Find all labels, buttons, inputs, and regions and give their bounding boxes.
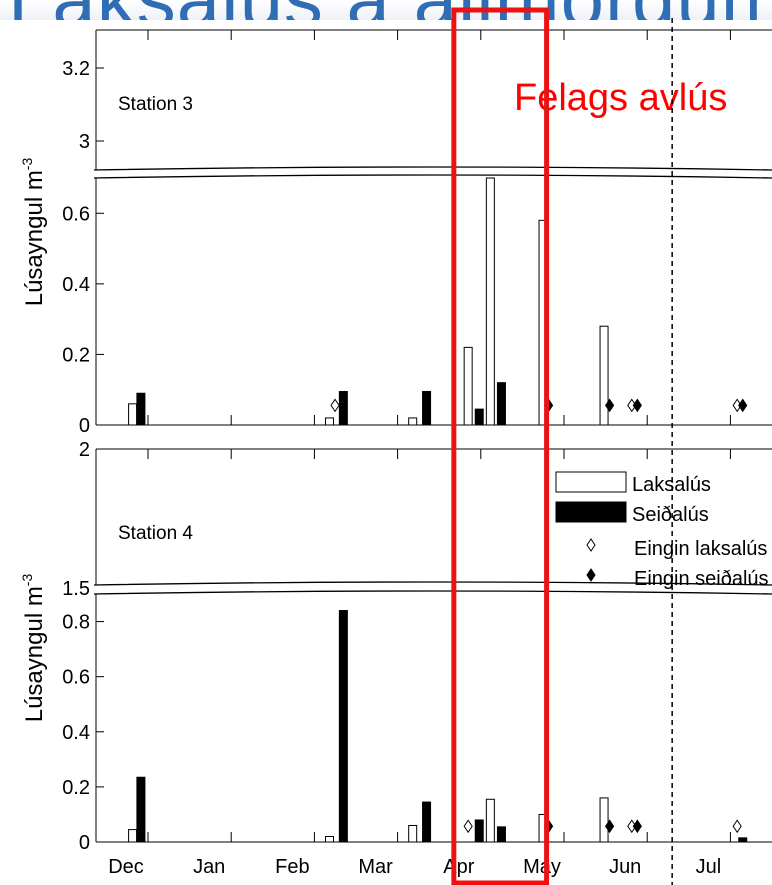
marker-eingin-laksalus	[463, 819, 473, 834]
bar-laksalus	[599, 325, 609, 426]
y-tick-label: 2	[79, 439, 90, 461]
bar-laksalus	[324, 835, 334, 843]
marker-eingin-laksalus	[330, 398, 340, 413]
bar-laksalus	[485, 798, 495, 843]
x-tick-label: Jul	[696, 856, 722, 878]
axis-break-gap	[94, 585, 772, 594]
marker-eingin-seidalus	[604, 819, 615, 834]
y-axis-label-main: Lúsayngul m	[21, 586, 48, 722]
axis-break-line	[93, 174, 772, 179]
y-tick-label: 0.8	[62, 612, 90, 634]
bar-laksalus	[324, 417, 334, 426]
panel-station-3: 0 0.2 0.4 0.6 3 3.2 Station 3 Lúsayngul m-3 Fela…	[19, 29, 772, 437]
y-axis-label: Lúsayngul m-3	[19, 574, 48, 723]
legend-swatch-seidalus	[555, 501, 627, 523]
panel-label: Station 4	[118, 523, 193, 544]
legend-label: Seiðalús	[632, 504, 709, 526]
y-tick-label: 0.2	[62, 777, 90, 799]
bar-seidalus	[496, 826, 506, 843]
legend-marker-eingin-seidalus	[586, 568, 596, 582]
bar-seidalus	[136, 392, 146, 426]
x-tick-label: Dec	[108, 856, 144, 878]
axis-break-line	[93, 590, 772, 595]
marker-eingin-seidalus	[632, 819, 642, 834]
y-axis-label-sup: -3	[19, 158, 35, 171]
x-tick-label: Mar	[358, 856, 393, 878]
bar-laksalus	[485, 177, 495, 426]
bar-laksalus	[408, 417, 418, 426]
y-tick-label: 0.6	[62, 203, 90, 225]
highlight-box	[451, 7, 550, 885]
legend-swatch-laksalus	[555, 471, 627, 493]
x-tick-label: Jan	[193, 856, 225, 878]
y-tick-label: 3	[79, 131, 90, 153]
y-axis-label-main: Lúsayngul m	[21, 170, 48, 306]
bar-laksalus	[128, 403, 138, 426]
bar-laksalus	[408, 824, 418, 843]
bar-seidalus	[474, 408, 484, 426]
y-tick-label: 0.6	[62, 667, 90, 689]
x-tick-label: Feb	[275, 856, 309, 878]
bar-seidalus	[474, 819, 484, 843]
bar-seidalus	[338, 610, 348, 843]
legend-marker-eingin-laksalus	[586, 538, 596, 552]
y-tick-label: 3.2	[62, 58, 90, 80]
y-tick-label: 0.4	[62, 274, 90, 296]
axis-break-gap	[94, 170, 772, 178]
bar-laksalus	[463, 346, 473, 426]
marker-eingin-seidalus	[738, 398, 748, 413]
annotation-felags-avlus: Felags avlús	[514, 77, 727, 119]
bar-seidalus	[338, 390, 348, 426]
marker-eingin-seidalus	[604, 398, 615, 413]
legend-label: Eingin seiðalús	[634, 568, 769, 590]
bar-seidalus	[136, 776, 146, 843]
panel-station-4: Dec Jan Feb Mar Apr May Jun Jul 0 0.2 0.4 0.6 0.8 1.5…	[19, 439, 772, 878]
bar-seidalus	[422, 390, 432, 426]
x-tick-label: May	[523, 856, 561, 878]
y-axis-label-sup: -3	[19, 574, 35, 587]
y-tick-label: 0	[79, 415, 90, 437]
bar-seidalus	[496, 382, 506, 426]
slide-title: Laksalús á allmörgum	[8, 0, 772, 20]
y-axis-label: Lúsayngul m-3	[19, 158, 48, 307]
bar-laksalus	[128, 829, 138, 843]
marker-eingin-laksalus	[732, 819, 742, 834]
axis-break-line	[93, 166, 772, 171]
y-tick-label: 1.5	[62, 578, 90, 600]
y-tick-label: 0.2	[62, 344, 90, 366]
bar-seidalus	[738, 837, 748, 843]
slide-header: Laksalús á allmörgum	[0, 0, 772, 20]
y-tick-label: 0	[79, 832, 90, 854]
legend-label: Laksalús	[632, 474, 711, 496]
x-tick-label: Jun	[609, 856, 641, 878]
x-tick-label: Apr	[443, 856, 474, 878]
panel-label: Station 3	[118, 94, 193, 115]
bar-laksalus	[599, 797, 609, 843]
y-tick-label: 0.4	[62, 722, 90, 744]
bar-seidalus	[422, 801, 432, 843]
marker-eingin-seidalus	[632, 398, 642, 413]
overlay-layer	[451, 7, 673, 885]
legend-label: Eingin laksalús	[634, 538, 767, 560]
axis-break-line	[93, 581, 772, 586]
